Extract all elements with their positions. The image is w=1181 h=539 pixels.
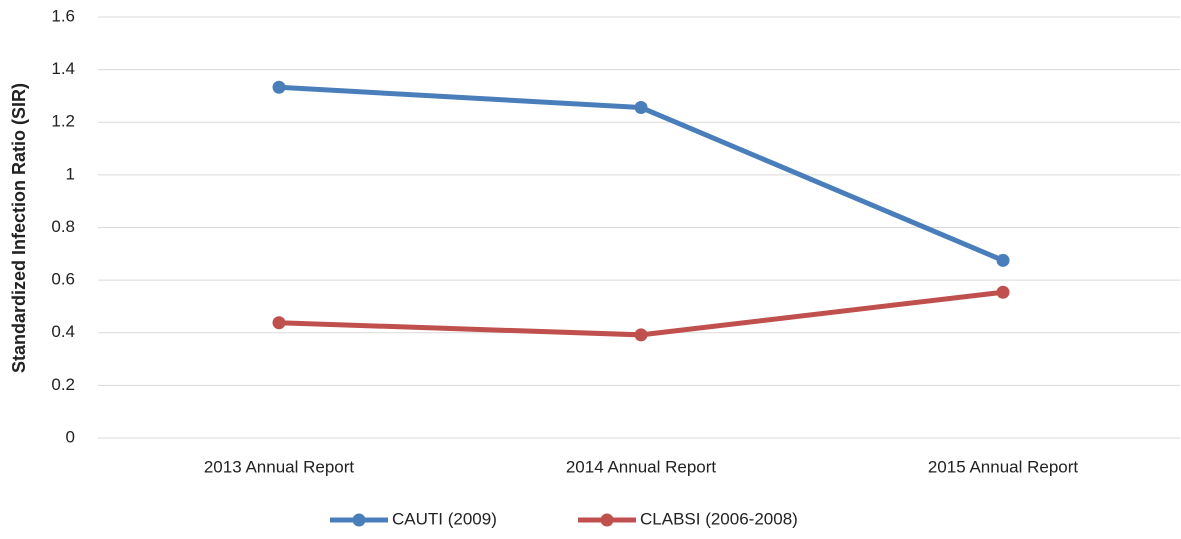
y-tick-label: 0.6: [51, 270, 75, 289]
x-tick-label: 2015 Annual Report: [928, 457, 1079, 476]
y-tick-label: 1.4: [51, 59, 75, 78]
y-tick-label: 1.6: [51, 6, 75, 25]
x-tick-label: 2013 Annual Report: [204, 457, 355, 476]
y-tick-label: 1: [66, 164, 75, 183]
data-point: [272, 80, 286, 94]
data-point: [634, 101, 648, 115]
data-point: [996, 285, 1010, 299]
y-tick-label: 0.2: [51, 375, 75, 394]
legend-label: CLABSI (2006-2008): [640, 509, 798, 528]
y-tick-label: 0: [66, 427, 75, 446]
data-point: [272, 316, 286, 330]
y-tick-label: 1.2: [51, 112, 75, 131]
data-point: [996, 253, 1010, 267]
legend-marker: [600, 513, 614, 527]
legend-marker: [352, 513, 366, 527]
y-tick-label: 0.4: [51, 322, 75, 341]
data-point: [634, 328, 648, 342]
y-axis-title: Standardized Infection Ratio (SIR): [9, 83, 29, 373]
y-tick-label: 0.8: [51, 217, 75, 236]
x-tick-label: 2014 Annual Report: [566, 457, 717, 476]
legend-label: CAUTI (2009): [392, 509, 497, 528]
